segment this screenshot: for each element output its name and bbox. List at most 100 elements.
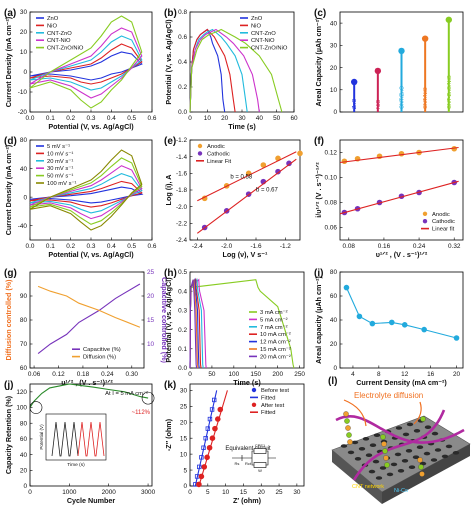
x-tick-label-b: 50	[273, 115, 281, 122]
y-axis-label-d: Current Density (mA cm⁻²)	[4, 144, 13, 235]
y-tick-label-b: 0.6	[178, 34, 187, 41]
scaffold-front	[382, 444, 470, 504]
series-line-a-2	[29, 35, 143, 91]
x-tick-label-e: -2.0	[221, 243, 232, 250]
pore	[397, 469, 405, 473]
data-point-i-0	[453, 335, 460, 341]
legend-label-g: Diffusion (%)	[83, 355, 116, 361]
series-line-b-4	[189, 28, 283, 113]
y-tick-label-k: 30	[180, 388, 188, 395]
y-axis-label-i: Areal capacity (µAh cm⁻²)	[314, 275, 323, 363]
y-right-tick-label-g: 15	[147, 317, 155, 324]
legend-label-b: CNT-NiO	[251, 38, 275, 44]
panel-a: (a) 0.0 0.1 0.2 0.3 0.4 0.5 0.6 -20 -10 0 10 20 30 Pot…	[4, 8, 157, 131]
x-tick-label-b: 40	[256, 115, 264, 122]
panel-c: (c) 0 10 20 30 40 Areal Capacity (µAh cm⁻²) ZnO…	[314, 8, 464, 116]
y-tick-label-h: 0.2	[178, 327, 187, 334]
x-tick-label-i: 12	[401, 371, 409, 378]
pore	[386, 472, 394, 477]
equivalent-circuit-wire	[232, 450, 276, 466]
series-line-j-0	[29, 383, 149, 408]
y-tick-label-j: 120	[16, 389, 27, 396]
y-tick-label-i: 40	[330, 317, 338, 324]
pore	[430, 458, 438, 462]
pore	[379, 466, 387, 470]
x-tick-label-f: 0.32	[448, 243, 461, 250]
legend-label-h: 15 mA cm⁻²	[260, 347, 291, 353]
y-tick-label-g: 70	[20, 341, 28, 348]
legend-label-d: 10 mV s⁻¹	[47, 151, 73, 157]
panel-letter-c: (c)	[314, 8, 326, 19]
data-point-i-0	[369, 320, 376, 327]
y-tick-label-k: 15	[180, 435, 188, 442]
bar-head-c-0	[350, 78, 358, 86]
nanoparticle	[347, 439, 353, 445]
y-tick-label-e: -2.4	[176, 237, 187, 244]
y-tick-label-i: 20	[330, 341, 338, 348]
circuit-w-box	[253, 462, 267, 468]
panel-letter-j: (j)	[4, 380, 13, 391]
axes-frame-f	[339, 139, 464, 241]
legend-label-a: NiO	[47, 23, 57, 29]
data-point-i-0	[421, 326, 427, 333]
cnt-tube	[335, 415, 465, 444]
y-right-axis-label-g: Capacitive controlled (%)	[160, 277, 169, 363]
y-tick-label-c: 0	[333, 109, 337, 116]
panel-e: (e) -2.4 -2.0 -1.6 -1.2 -2.4 -2.2 -2.0 -1.8 -1.6 -…	[164, 136, 303, 259]
y-tick-label-h: 0.3	[178, 308, 187, 315]
data-point-i-0	[388, 319, 395, 326]
x-tick-label-b: 60	[290, 115, 298, 122]
pore	[423, 451, 431, 456]
legend-label-a: CNT-ZnO/NiO	[47, 46, 84, 52]
y-tick-label-i: 80	[330, 269, 338, 276]
y-tick-label-b: 0.4	[178, 59, 187, 66]
y-axis-label-e: Log (i), A	[164, 175, 173, 206]
legend-label-a: ZnO	[47, 16, 59, 22]
axes-frame-j	[29, 383, 153, 487]
legend-label-k: Before test	[261, 388, 289, 394]
x-tick-label-j: 3000	[141, 489, 156, 496]
y-tick-label-f: 0.10	[325, 175, 338, 182]
panel-g: (g) 0.06 0.12 0.18 0.24 0.30 60 70 80 90 10 15 20 25 υ…	[4, 268, 169, 387]
y-tick-label-f: 0.12	[325, 150, 338, 157]
series-line-e-3	[196, 158, 297, 234]
y-tick-label-f: 0.08	[325, 200, 338, 207]
legend-label-f: Cathodic	[432, 219, 455, 225]
pore	[441, 454, 449, 459]
data-point-e-0	[297, 150, 303, 157]
pore	[431, 431, 439, 436]
pore	[362, 437, 370, 441]
inset-x-label: Time (s)	[67, 462, 85, 468]
x-tick-label-d: 0.1	[46, 243, 55, 250]
y-axis-label-h: Potential (V, vs. Ag/AgCl)	[164, 277, 173, 363]
y-axis-label-k: -Z″ (ohm)	[164, 418, 173, 451]
pore	[394, 452, 402, 457]
series-line-d-0	[29, 186, 144, 204]
bar-head-c-1	[374, 67, 382, 75]
panel-letter-i: (i)	[314, 268, 323, 279]
bar-category-label-c: CNT/NiO	[423, 87, 429, 109]
legend-swatch-e	[197, 143, 203, 149]
pore	[405, 449, 413, 453]
x-tick-label-f: 0.08	[343, 243, 356, 250]
panel-letter-g: (g)	[4, 268, 17, 279]
panel-f: (f) 0.08 0.16 0.24 0.32 0.06 0.08 0.10 0.12 υ¹ᐟ² …	[314, 136, 464, 259]
pore	[408, 465, 416, 470]
annotation-retention: ~112%	[132, 410, 151, 416]
x-tick-label-k: 30	[293, 489, 301, 496]
nanoparticle	[380, 434, 386, 440]
panel-letter-k: (k)	[164, 380, 176, 391]
pore	[351, 440, 359, 445]
y-tick-label-k: 0	[183, 483, 187, 490]
series-line-b-3	[189, 28, 260, 113]
pore	[373, 433, 381, 438]
legend-label-h: 20 mA cm⁻²	[260, 354, 291, 360]
axes-frame-b	[189, 11, 295, 113]
legend-label-d: 5 mV s⁻¹	[47, 144, 70, 150]
x-axis-label-b: Time (s)	[228, 122, 256, 131]
x-tick-label-h: 150	[250, 371, 261, 378]
axes-frame-i	[339, 271, 464, 369]
x-tick-label-g: 0.18	[77, 371, 90, 378]
legend-label-f: Linear fit	[432, 227, 455, 233]
annotation-b-anodic: b = 0.58	[230, 174, 253, 180]
